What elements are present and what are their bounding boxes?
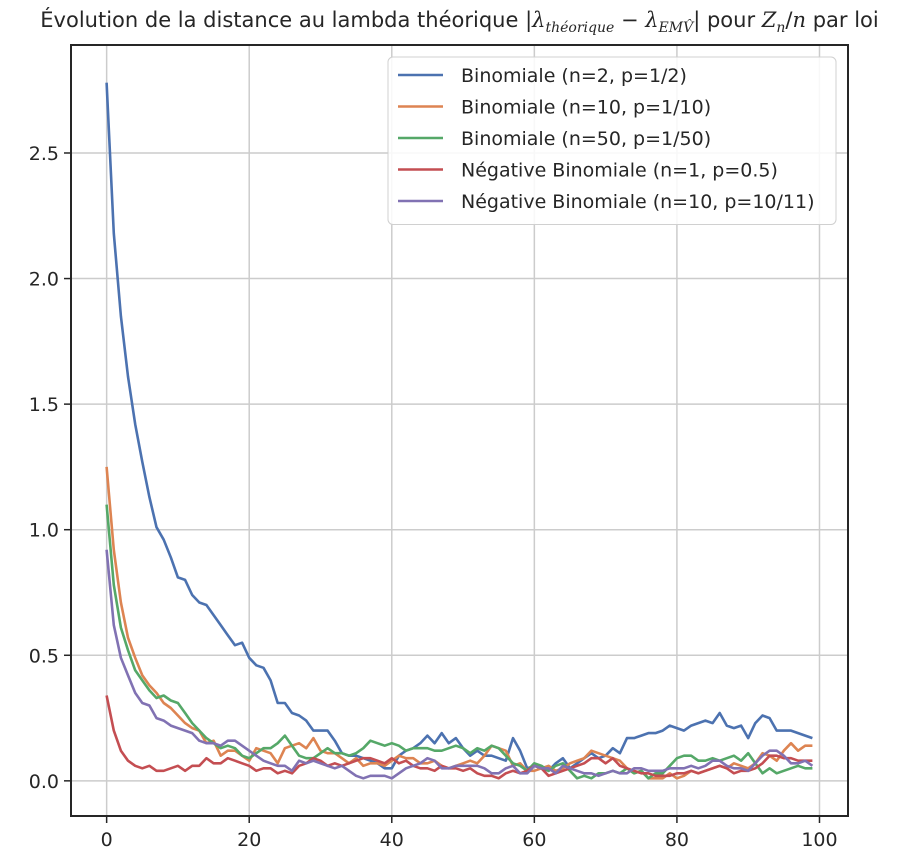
legend-label: Binomiale (n=2, p=1/2) (461, 65, 687, 87)
axis-ticks: 0 20 40 60 80 100 0.0 0.5 1.0 1.5 2.0 2.5 (29, 143, 838, 851)
legend-label: Binomiale (n=10, p=1/10) (461, 97, 711, 119)
x-tick-label: 80 (665, 829, 689, 851)
y-tick-label: 1.0 (29, 520, 59, 542)
legend-label: Négative Binomiale (n=10, p=10/11) (461, 191, 815, 213)
x-tick-label: 20 (237, 829, 261, 851)
series-line-2 (105, 466, 813, 780)
y-tick-label: 1.5 (29, 394, 59, 416)
chart-title: Évolution de la distance au lambda théor… (0, 8, 919, 37)
legend-label: Binomiale (n=50, p=1/50) (461, 128, 711, 150)
title-prefix: Évolution de la distance au lambda théor… (40, 8, 526, 32)
series-line-5 (105, 549, 814, 780)
y-tick-label: 0.0 (29, 771, 59, 793)
legend-box (387, 56, 837, 225)
x-tick-label: 100 (801, 829, 837, 851)
plot-frame (70, 44, 849, 817)
title-suffix: par loi (806, 8, 879, 32)
series-line-4 (105, 695, 813, 780)
series-lines (105, 82, 814, 780)
y-tick-label: 0.5 (29, 645, 59, 667)
legend: Binomiale (n=2, p=1/2) Binomiale (n=10, p… (387, 56, 837, 225)
series-line-1 (105, 82, 813, 773)
x-tick-label: 40 (380, 829, 404, 851)
legend-label: Négative Binomiale (n=1, p=0.5) (461, 160, 778, 182)
title-math: |λthéorique − λEMV̂| pour Zn/n (525, 8, 807, 37)
series-line-3 (105, 504, 813, 780)
x-tick-label: 60 (522, 829, 546, 851)
y-tick-label: 2.0 (29, 269, 59, 291)
x-tick-label: 0 (101, 829, 113, 851)
y-tick-label: 2.5 (29, 143, 59, 165)
